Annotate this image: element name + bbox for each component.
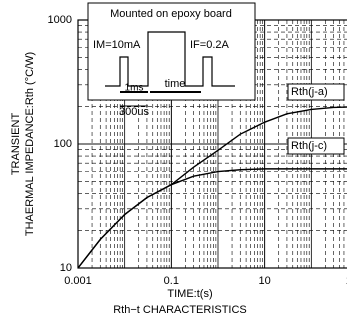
inset-im: IM=10mA (93, 39, 141, 51)
y-axis-label: THAERMAL IMPEDANCE:Rth (°C/W) (24, 52, 36, 236)
chart-title: Rth−t CHARACTERISTICS (113, 304, 247, 316)
x-tick-label: 1000 (346, 275, 347, 287)
waveform (105, 31, 235, 87)
x-tick-label: 0.001 (64, 275, 92, 287)
y-axis-label: TRANSIENT (10, 113, 22, 176)
inset: Mounted on epoxy board IM=10mA IF=0.2A 1… (87, 2, 256, 101)
inset-pulse: 1ms (125, 83, 144, 94)
legend-box (287, 137, 345, 155)
y-tick-label: 10 (60, 262, 72, 274)
inset-if: IF=0.2A (190, 39, 229, 51)
legend-box (287, 83, 345, 101)
x-axis-label: TIME:t(s) (167, 288, 212, 300)
inset-period: 300us (119, 106, 149, 118)
inset-title: Mounted on epoxy board (110, 8, 232, 20)
y-tick-label: 100 (54, 138, 72, 150)
inset-time: time (165, 78, 186, 90)
legend-label: Rth(j-a) (291, 86, 328, 98)
series-line (77, 106, 347, 269)
curves (77, 106, 347, 269)
x-tick-label: 0.1 (164, 275, 179, 287)
series-line (77, 168, 347, 269)
inset-box (87, 2, 256, 101)
legend-label: Rth(j-c) (291, 140, 327, 152)
x-tick-label: 10 (259, 275, 271, 287)
y-tick-label: 1000 (48, 14, 72, 26)
